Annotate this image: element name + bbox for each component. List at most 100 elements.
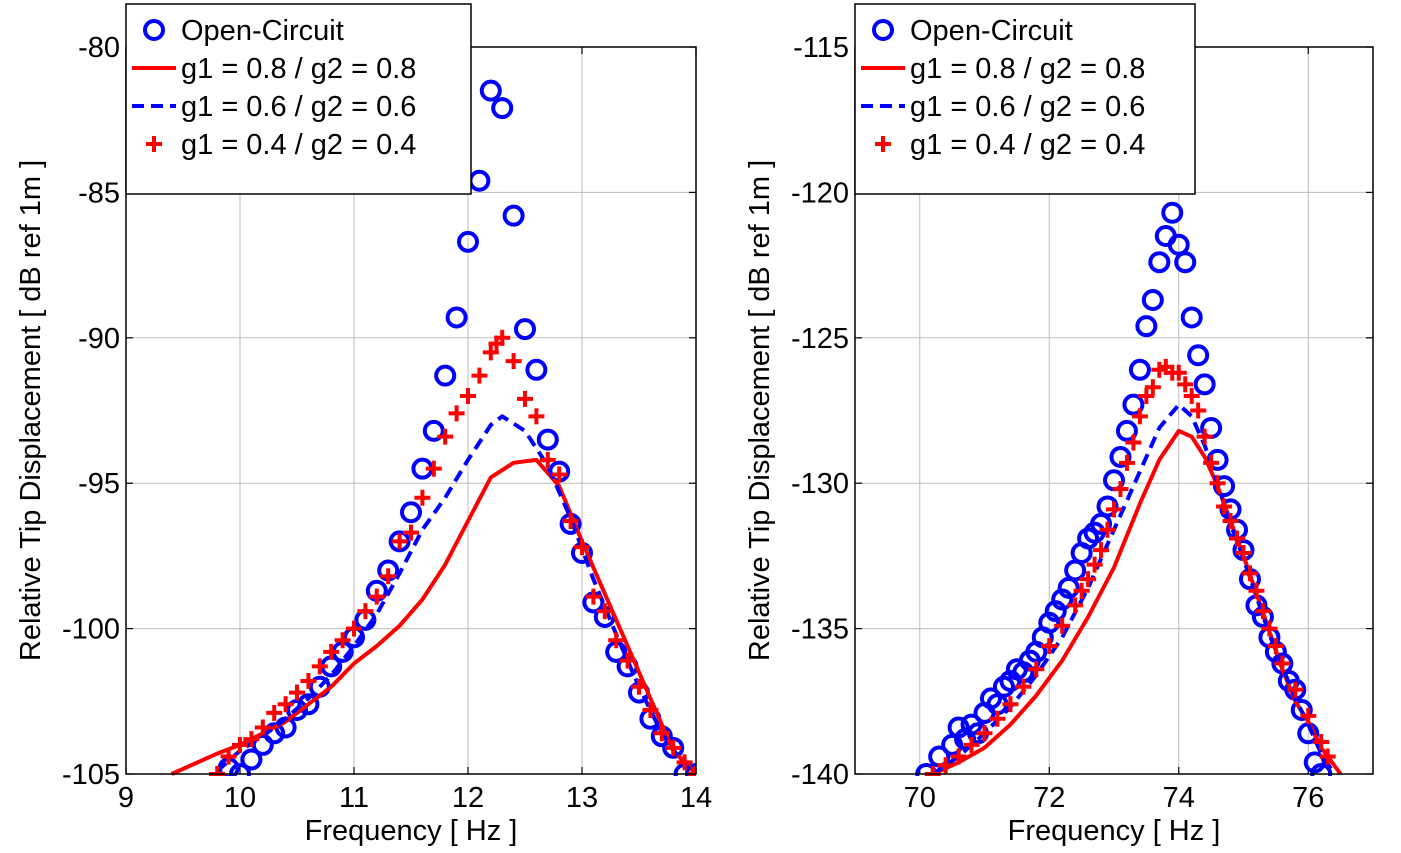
left-chart: 9 10 11 12 13 14 -105 -100 -95 -90 -85 -80 Frequency… — [15, 3, 712, 847]
data-point — [1051, 588, 1074, 611]
data-point — [989, 710, 1006, 727]
data-point — [676, 754, 693, 771]
data-point — [608, 632, 625, 649]
data-point — [1141, 288, 1164, 311]
data-point — [1213, 475, 1236, 498]
data-point — [254, 719, 271, 736]
data-point — [479, 79, 502, 102]
legend-marker — [875, 136, 891, 152]
data-point — [536, 428, 559, 451]
data-point — [976, 725, 993, 742]
legend-label: Open-Circuit — [181, 15, 344, 47]
x-axis-label: Frequency [ Hz ] — [305, 815, 518, 847]
data-point — [1177, 376, 1194, 393]
data-point — [1193, 373, 1216, 396]
legend-label: Open-Circuit — [910, 15, 1073, 47]
data-point — [388, 530, 411, 553]
x-tick-label: 70 — [904, 782, 936, 814]
y-axis-label: Relative Tip Displacement [ dB ref 1m ] — [15, 160, 47, 661]
x-tick-label: 72 — [1033, 782, 1065, 814]
data-point — [596, 603, 613, 620]
data-point — [425, 460, 442, 477]
legend-symbol — [872, 19, 894, 41]
y-tick-label: -80 — [78, 32, 120, 64]
data-point — [240, 748, 263, 771]
data-point — [1135, 315, 1158, 338]
data-point — [631, 678, 647, 695]
x-tick-label: 76 — [1292, 782, 1324, 814]
data-point — [1235, 544, 1252, 561]
series-line — [931, 428, 1343, 776]
data-point — [517, 390, 533, 407]
data-point — [502, 204, 525, 227]
data-point — [1180, 306, 1203, 329]
y-tick-label: -130 — [791, 468, 849, 500]
data-point — [1216, 498, 1233, 515]
data-point — [1138, 387, 1155, 404]
data-point — [1125, 434, 1142, 451]
data-point — [334, 632, 351, 649]
data-point — [1015, 678, 1032, 695]
data-point — [1099, 521, 1116, 538]
data-point — [1148, 251, 1171, 274]
data-point — [937, 757, 954, 774]
data-point — [1287, 681, 1304, 698]
data-point — [1174, 251, 1197, 274]
y-tick-label: -135 — [791, 614, 849, 646]
data-point — [1067, 597, 1084, 614]
data-point — [1128, 358, 1151, 381]
legend-symbol — [143, 19, 165, 41]
data-point — [422, 419, 445, 442]
data-point — [1038, 611, 1061, 634]
data-point — [1222, 513, 1239, 530]
y-tick-label: -105 — [62, 759, 120, 791]
y-tick-label: -115 — [793, 32, 849, 64]
series-line — [215, 414, 696, 776]
data-point — [551, 466, 568, 483]
data-point — [642, 702, 659, 719]
x-tick-label: 74 — [1163, 782, 1195, 814]
data-point — [1170, 364, 1187, 381]
data-point — [539, 451, 556, 468]
data-point — [445, 306, 468, 329]
data-point — [460, 387, 476, 404]
data-point — [434, 364, 457, 387]
y-tick-label: -90 — [78, 323, 120, 355]
series-3 — [924, 358, 1336, 776]
data-point — [1093, 542, 1110, 559]
data-point — [437, 428, 454, 445]
data-point — [494, 329, 511, 346]
data-point — [1115, 419, 1138, 442]
y-tick-label: -120 — [791, 177, 849, 209]
legend-label: g1 = 0.6 / g2 = 0.6 — [181, 91, 416, 123]
data-point — [400, 501, 422, 524]
data-point — [1267, 638, 1284, 655]
data-point — [947, 716, 970, 739]
data-point — [585, 588, 602, 605]
x-tick-label: 9 — [118, 782, 134, 814]
y-tick-label: -95 — [78, 468, 120, 500]
data-point — [963, 736, 980, 753]
legend-marker — [143, 19, 165, 41]
data-point — [1248, 582, 1265, 599]
legend-symbol — [875, 136, 891, 152]
x-axis-label: Frequency [ Hz ] — [1008, 815, 1221, 847]
series-2 — [931, 402, 1336, 776]
series-1 — [931, 428, 1343, 776]
data-point — [1122, 393, 1145, 416]
data-point — [311, 658, 328, 675]
data-point — [662, 736, 685, 759]
x-tick-label: 13 — [566, 782, 598, 814]
data-point — [1300, 707, 1317, 724]
data-point — [357, 603, 374, 620]
data-point — [505, 353, 522, 370]
data-point — [1209, 475, 1226, 492]
data-point — [1187, 344, 1210, 367]
data-point — [1109, 446, 1132, 469]
data-point — [323, 643, 340, 660]
data-point — [1112, 481, 1129, 498]
data-point — [266, 704, 283, 721]
data-point — [1203, 454, 1220, 471]
series-line — [931, 402, 1336, 776]
